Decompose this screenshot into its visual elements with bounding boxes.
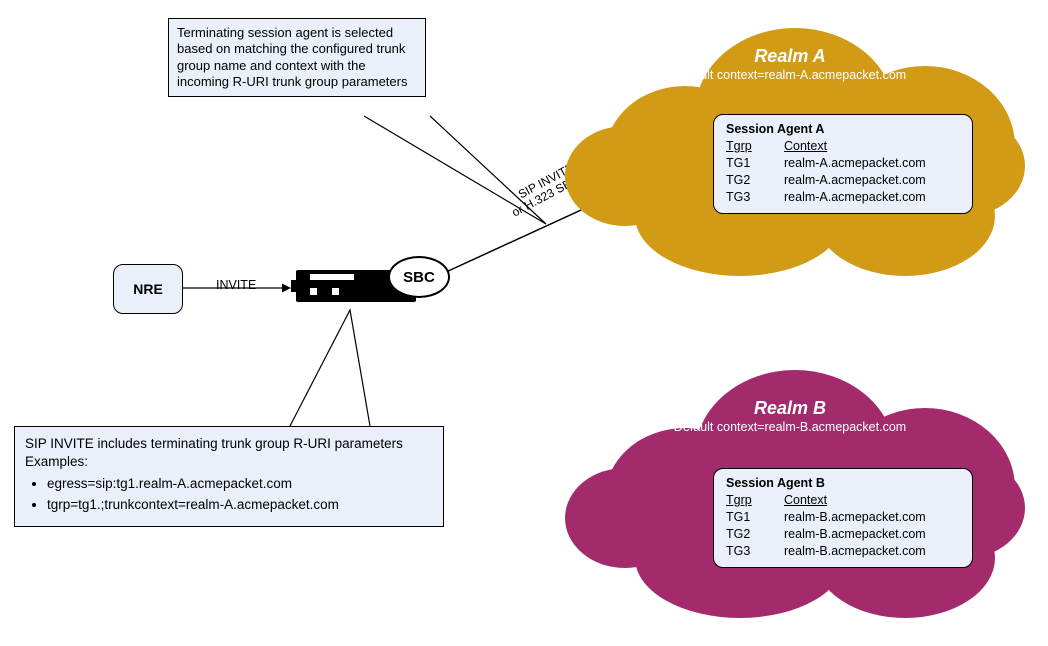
agent-b-hdr-tgrp: Tgrp [726, 492, 784, 509]
sbc-label-text: SBC [403, 269, 435, 286]
table-row: TG1realm-A.acmepacket.com [726, 155, 960, 172]
list-item: egress=sip:tg1.realm-A.acmepacket.com [47, 475, 433, 493]
agent-a-title: Session Agent A [726, 121, 960, 138]
realm-a-subtitle: Default context=realm-A.acmepacket.com [555, 68, 1025, 82]
callout-sip-invite-examples: SIP INVITE includes terminating trunk gr… [14, 426, 444, 527]
agent-b-title: Session Agent B [726, 475, 960, 492]
table-row: TG2realm-B.acmepacket.com [726, 526, 960, 543]
realm-b-subtitle: Default context=realm-B.acmepacket.com [555, 420, 1025, 434]
realm-b-title: Realm B [555, 398, 1025, 419]
realm-a-cloud: Realm A Default context=realm-A.acmepack… [555, 6, 1025, 286]
agent-b-hdr-ctx: Context [784, 492, 827, 509]
list-item: tgrp=tg1.;trunkcontext=realm-A.acmepacke… [47, 496, 433, 514]
table-row: TG3realm-B.acmepacket.com [726, 543, 960, 560]
callout-bottom-intro2: Examples: [25, 453, 433, 471]
table-row: TG1realm-B.acmepacket.com [726, 509, 960, 526]
nre-node: NRE [113, 264, 183, 314]
session-agent-a-box: Session Agent A TgrpContext TG1realm-A.a… [713, 114, 973, 214]
realm-a-title: Realm A [555, 46, 1025, 67]
callout-terminating-agent: Terminating session agent is selected ba… [168, 18, 426, 97]
agent-a-hdr-tgrp: Tgrp [726, 138, 784, 155]
table-row: TG3realm-A.acmepacket.com [726, 189, 960, 206]
callout-bottom-intro1: SIP INVITE includes terminating trunk gr… [25, 435, 433, 453]
invite-label: INVITE [216, 278, 256, 292]
session-agent-b-box: Session Agent B TgrpContext TG1realm-B.a… [713, 468, 973, 568]
realm-b-cloud: Realm B Default context=realm-B.acmepack… [555, 348, 1025, 628]
callout-bottom-list: egress=sip:tg1.realm-A.acmepacket.com tg… [25, 475, 433, 513]
callout-top-text: Terminating session agent is selected ba… [177, 25, 407, 89]
table-row: TG2realm-A.acmepacket.com [726, 172, 960, 189]
agent-a-hdr-ctx: Context [784, 138, 827, 155]
sbc-device: SBC [296, 258, 442, 312]
nre-label: NRE [133, 281, 163, 297]
sbc-label-oval: SBC [388, 256, 450, 298]
